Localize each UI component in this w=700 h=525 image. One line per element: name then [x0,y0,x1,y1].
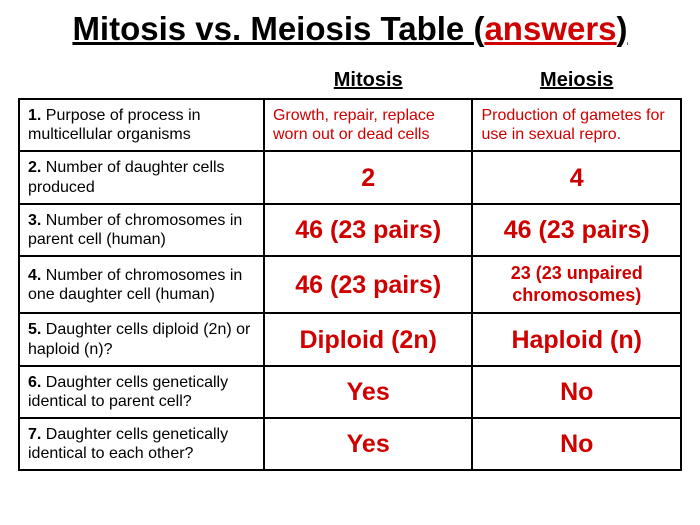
title-prefix: Mitosis vs. Meiosis Table ( [72,10,484,47]
comparison-table: Mitosis Meiosis 1. Purpose of process in… [18,62,682,471]
question-cell: 3. Number of chromosomes in parent cell … [19,204,264,256]
answer-meiosis: 23 (23 unpaired chromosomes) [472,256,681,313]
table-row: 7. Daughter cells genetically identical … [19,418,681,470]
question-text: Purpose of process in multicellular orga… [28,107,201,143]
answer-meiosis: Production of gametes for use in sexual … [472,99,681,151]
answer-meiosis: Haploid (n) [472,313,681,365]
question-text: Daughter cells genetically identical to … [28,426,228,462]
answer-meiosis: 46 (23 pairs) [472,204,681,256]
question-number: 2. [28,159,41,176]
answer-meiosis: 4 [472,151,681,203]
answer-meiosis: No [472,418,681,470]
answer-mitosis: Yes [264,366,473,418]
question-number: 7. [28,426,41,443]
question-number: 1. [28,107,41,124]
table-row: 5. Daughter cells diploid (2n) or haploi… [19,313,681,365]
question-text: Number of chromosomes in one daughter ce… [28,267,242,303]
header-blank [19,62,264,99]
question-number: 5. [28,321,41,338]
answer-mitosis: Yes [264,418,473,470]
question-cell: 2. Number of daughter cells produced [19,151,264,203]
question-number: 4. [28,267,41,284]
question-cell: 7. Daughter cells genetically identical … [19,418,264,470]
title-answers: answers [484,10,616,47]
table-body: 1. Purpose of process in multicellular o… [19,99,681,470]
table-row: 4. Number of chromosomes in one daughter… [19,256,681,313]
page-title: Mitosis vs. Meiosis Table (answers) [18,10,682,48]
table-row: 1. Purpose of process in multicellular o… [19,99,681,151]
header-mitosis: Mitosis [264,62,473,99]
question-number: 6. [28,374,41,391]
question-cell: 5. Daughter cells diploid (2n) or haploi… [19,313,264,365]
table-row: 2. Number of daughter cells produced 2 4 [19,151,681,203]
question-cell: 1. Purpose of process in multicellular o… [19,99,264,151]
title-suffix: ) [617,10,628,47]
answer-mitosis: 2 [264,151,473,203]
answer-mitosis: Growth, repair, replace worn out or dead… [264,99,473,151]
answer-mitosis: 46 (23 pairs) [264,204,473,256]
table-header-row: Mitosis Meiosis [19,62,681,99]
question-cell: 6. Daughter cells genetically identical … [19,366,264,418]
question-text: Number of chromosomes in parent cell (hu… [28,212,242,248]
question-text: Daughter cells genetically identical to … [28,374,228,410]
table-row: 3. Number of chromosomes in parent cell … [19,204,681,256]
question-text: Number of daughter cells produced [28,159,225,195]
question-number: 3. [28,212,41,229]
answer-mitosis: Diploid (2n) [264,313,473,365]
question-cell: 4. Number of chromosomes in one daughter… [19,256,264,313]
question-text: Daughter cells diploid (2n) or haploid (… [28,321,250,357]
answer-meiosis: No [472,366,681,418]
table-row: 6. Daughter cells genetically identical … [19,366,681,418]
answer-mitosis: 46 (23 pairs) [264,256,473,313]
header-meiosis: Meiosis [472,62,681,99]
